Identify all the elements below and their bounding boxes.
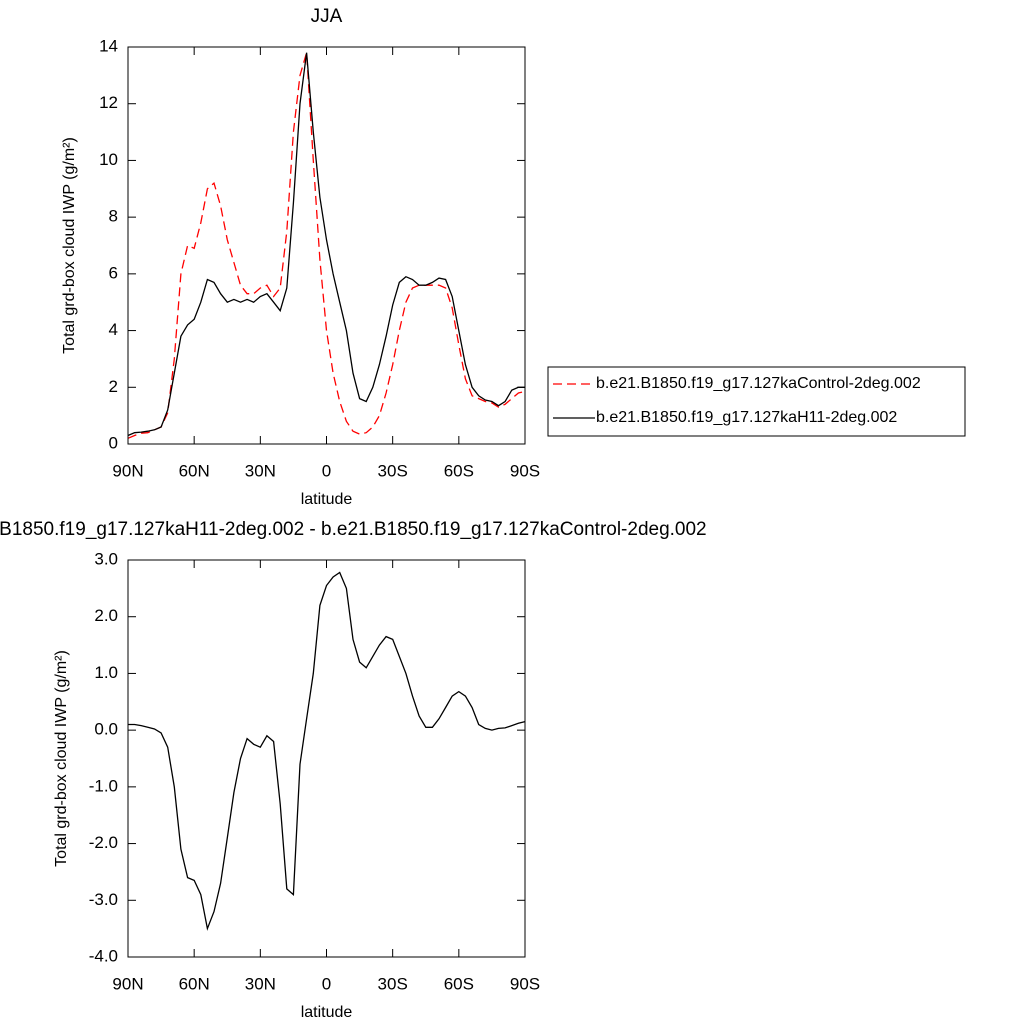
y-tick-label: 1.0 bbox=[94, 663, 118, 682]
y-tick-label: 0 bbox=[109, 433, 118, 452]
y-tick-label: 12 bbox=[99, 93, 118, 112]
plot-frame bbox=[127, 559, 526, 958]
y-tick-label: 2.0 bbox=[94, 606, 118, 625]
x-tick-label: 0 bbox=[322, 974, 331, 993]
legend-label: b.e21.B1850.f19_g17.127kaH11-2deg.002 bbox=[596, 409, 897, 426]
x-tick-label: 60S bbox=[444, 974, 474, 993]
x-tick-label: 90N bbox=[112, 974, 143, 993]
y-axis-label: Total grd-box cloud IWP (g/m²) bbox=[61, 137, 78, 354]
x-tick-label: 30S bbox=[378, 461, 408, 480]
y-tick-label: 6 bbox=[109, 263, 118, 282]
x-tick-label: 90S bbox=[510, 461, 540, 480]
x-tick-label: 30N bbox=[245, 974, 276, 993]
x-axis-label: latitude bbox=[301, 1004, 353, 1021]
y-tick-label: -2.0 bbox=[89, 833, 118, 852]
y-axis-label: Total grd-box cloud IWP (g/m²) bbox=[53, 650, 70, 867]
y-tick-label: 2 bbox=[109, 377, 118, 396]
data-line bbox=[127, 52, 525, 437]
x-tick-label: 90S bbox=[510, 974, 540, 993]
y-tick-label: 8 bbox=[109, 207, 118, 226]
y-tick-label: 4 bbox=[109, 320, 118, 339]
x-tick-label: 30N bbox=[245, 461, 276, 480]
x-tick-label: 60S bbox=[444, 461, 474, 480]
data-line bbox=[127, 52, 526, 439]
chart-title: b.e21.B1850.f19_g17.127kaH11-2deg.002 - … bbox=[0, 519, 707, 540]
x-axis-label: latitude bbox=[301, 491, 353, 508]
y-tick-label: 14 bbox=[99, 36, 118, 55]
legend-label: b.e21.B1850.f19_g17.127kaControl-2deg.00… bbox=[596, 375, 921, 392]
plot-frame bbox=[127, 46, 526, 445]
x-tick-label: 60N bbox=[179, 461, 210, 480]
chart-title: JJA bbox=[311, 6, 343, 27]
x-tick-label: 30S bbox=[378, 974, 408, 993]
data-line bbox=[128, 571, 526, 931]
y-tick-label: 0.0 bbox=[94, 720, 118, 739]
legend-box bbox=[547, 366, 966, 437]
x-tick-label: 90N bbox=[112, 461, 143, 480]
y-tick-label: -3.0 bbox=[89, 890, 118, 909]
x-tick-label: 0 bbox=[322, 461, 331, 480]
y-tick-label: 10 bbox=[99, 150, 118, 169]
y-tick-label: -4.0 bbox=[89, 946, 118, 965]
y-tick-label: 3.0 bbox=[94, 549, 118, 568]
x-tick-label: 60N bbox=[179, 974, 210, 993]
y-tick-label: -1.0 bbox=[89, 776, 118, 795]
